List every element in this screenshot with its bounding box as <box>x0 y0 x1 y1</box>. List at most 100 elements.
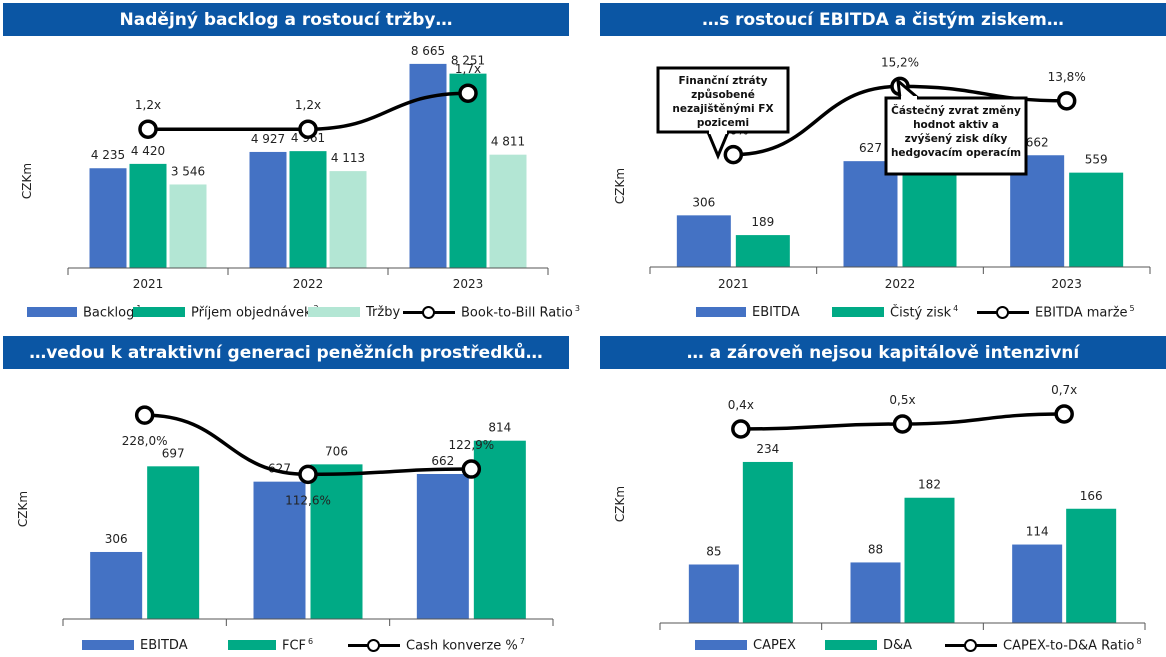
legend-item-book-to-bill-ratio: Book-to-Bill Ratio 3 <box>403 303 580 321</box>
x-tick-label-2021: 2021 <box>133 277 164 291</box>
legend-label: Tržby <box>366 304 401 320</box>
legend-label: EBITDA <box>140 637 188 653</box>
chart-title: … a zároveň nejsou kapitálově intenzivní <box>600 336 1166 369</box>
annotation-text: nezajištěnými FX <box>672 103 773 115</box>
legend-swatch <box>832 307 884 317</box>
legend-item--ist-zisk: Čistý zisk 4 <box>832 303 958 321</box>
legend-swatch <box>133 307 185 317</box>
bar-p-jem-objedn-vek-2022 <box>289 151 327 268</box>
x-tick-label-2023: 2023 <box>1051 277 1082 291</box>
legend-swatch <box>696 307 746 317</box>
legend-label: FCF 6 <box>282 636 314 654</box>
legend-footnote: 5 <box>1129 303 1135 313</box>
legend-label: Book-to-Bill Ratio 3 <box>461 303 580 321</box>
bar-fcf-2021 <box>147 466 200 619</box>
bar-value-label: 627 <box>859 141 882 155</box>
annotation-text: pozicemi <box>697 117 749 129</box>
x-tick-label-2023: 2023 <box>453 277 484 291</box>
bar-tr-by-2022 <box>329 171 367 268</box>
legend-footnote: 8 <box>1136 636 1142 646</box>
chart-title: Nadějný backlog a rostoucí tržby… <box>3 3 569 36</box>
legend-footnote: 4 <box>953 303 959 313</box>
chart-title: …s rostoucí EBITDA a čistým ziskem… <box>600 3 1166 36</box>
bar-value-label: 4 420 <box>131 144 165 158</box>
capex-chart: CZKm85881142341821662021202220230,4x0,5x… <box>613 383 1146 630</box>
bar-value-label: 706 <box>325 444 348 458</box>
legend-item-ebitda: EBITDA <box>82 636 188 654</box>
line-point-2021 <box>731 419 751 439</box>
bar--ist-zisk-2021 <box>735 235 790 267</box>
legend-label: Cash konverze % 7 <box>406 636 525 654</box>
legend-footnote: 6 <box>308 636 314 646</box>
ebitda-profit-chart-panel: …s rostoucí EBITDA a čistým ziskem… CZKm… <box>600 3 1166 321</box>
bar-d-a-2022 <box>904 497 955 623</box>
cash-generation-chart-panel: …vedou k atraktivní generaci peněžních p… <box>3 336 569 654</box>
legend-item-ebitda: EBITDA <box>696 303 800 321</box>
bar-ebitda-2021 <box>90 551 143 619</box>
bar-value-label: 662 <box>1026 135 1049 149</box>
legend-item-p-jem-objedn-vek: Příjem objednávek2 <box>133 303 319 321</box>
annotation-text: Částečný zvrat změny <box>891 104 1021 117</box>
legend-item-cash-konverze-: Cash konverze % 7 <box>348 636 525 654</box>
bar-value-label: 88 <box>868 542 883 556</box>
legend-footnote: 7 <box>519 636 525 646</box>
legend-item-ebitda-mar-e: EBITDA marže 5 <box>977 303 1135 321</box>
x-tick-label-2021: 2021 <box>129 633 160 634</box>
legend-line-marker <box>977 306 1029 319</box>
chart-title: …vedou k atraktivní generaci peněžních p… <box>3 336 569 369</box>
line-point-2023 <box>1056 91 1077 111</box>
bar-value-label: 189 <box>751 215 774 229</box>
bar-backlog-2021 <box>89 168 127 268</box>
bar-value-label: 662 <box>431 454 454 468</box>
bar-value-label: 4 113 <box>331 151 365 165</box>
y-axis-label: CZKm <box>613 486 627 522</box>
line-value-label: 0,5x <box>889 393 915 407</box>
legend-footnote: 3 <box>574 303 580 313</box>
bar-capex-2021 <box>688 564 739 623</box>
line-point-2021 <box>138 119 158 139</box>
bar-value-label: 114 <box>1026 525 1049 539</box>
legend-line-marker <box>403 306 455 319</box>
bar-value-label: 8 251 <box>451 54 485 68</box>
annotation-text: zvýšený zisk díky <box>905 133 1008 145</box>
backlog-revenue-chart-panel: Nadějný backlog a rostoucí tržby… CZKm 4 … <box>3 3 580 321</box>
bar-value-label: 8 665 <box>411 44 445 58</box>
line-point-2023 <box>461 459 482 479</box>
chart-legend: EBITDA Čistý zisk 4 EBITDA marže 5 <box>600 303 1166 321</box>
legend-label: D&A <box>883 637 913 653</box>
line-value-label: 112,6% <box>285 493 331 507</box>
annotation-text: Finanční ztráty <box>678 75 767 87</box>
line-point-2021 <box>723 144 744 165</box>
annotation-callout: Částečný zvrat změny hodnot aktiv a zvýšen… <box>884 77 1028 176</box>
line-point-2021 <box>134 405 155 425</box>
bar-capex-2022 <box>850 562 901 623</box>
bar-value-label: 559 <box>1085 153 1108 167</box>
bar-capex-2023 <box>1012 544 1063 623</box>
annotation-text: hodnot aktiv a <box>913 119 999 131</box>
bar-ebitda-2022 <box>253 481 306 619</box>
line-value-label: 1,2x <box>295 98 321 112</box>
legend-label: Příjem objednávek2 <box>191 304 319 320</box>
capex-chart-panel: … a zároveň nejsou kapitálově intenzivní… <box>600 336 1166 654</box>
legend-label: CAPEX-to-D&A Ratio 8 <box>1003 636 1142 654</box>
bar-fcf-2023 <box>473 440 526 619</box>
bar-tr-by-2023 <box>489 154 527 268</box>
legend-swatch <box>27 307 77 317</box>
ebitda-profit-chart: CZKm3066276621895765592021202220238,6%15… <box>613 55 1151 291</box>
bar-fcf-2022 <box>310 464 363 619</box>
bar-value-label: 4 927 <box>251 132 285 146</box>
bar-value-label: 814 <box>488 421 511 435</box>
line-value-label: 122,9% <box>448 438 494 452</box>
cash-generation-chart: CZKm306627662697706814202120222023228,0%… <box>16 405 554 634</box>
legend-swatch <box>695 640 747 650</box>
legend-label: Čistý zisk 4 <box>890 303 959 321</box>
bar-p-jem-objedn-vek-2023 <box>449 73 487 268</box>
bar-value-label: 3 546 <box>171 164 205 178</box>
line-value-label: 228,0% <box>122 434 168 448</box>
bar-value-label: 4 235 <box>91 148 125 162</box>
legend-line-marker <box>945 639 997 652</box>
bar-d-a-2021 <box>742 461 793 623</box>
chart-legend: Backlog1 Příjem objednávek2 Tržby Book-to-B… <box>3 303 580 321</box>
